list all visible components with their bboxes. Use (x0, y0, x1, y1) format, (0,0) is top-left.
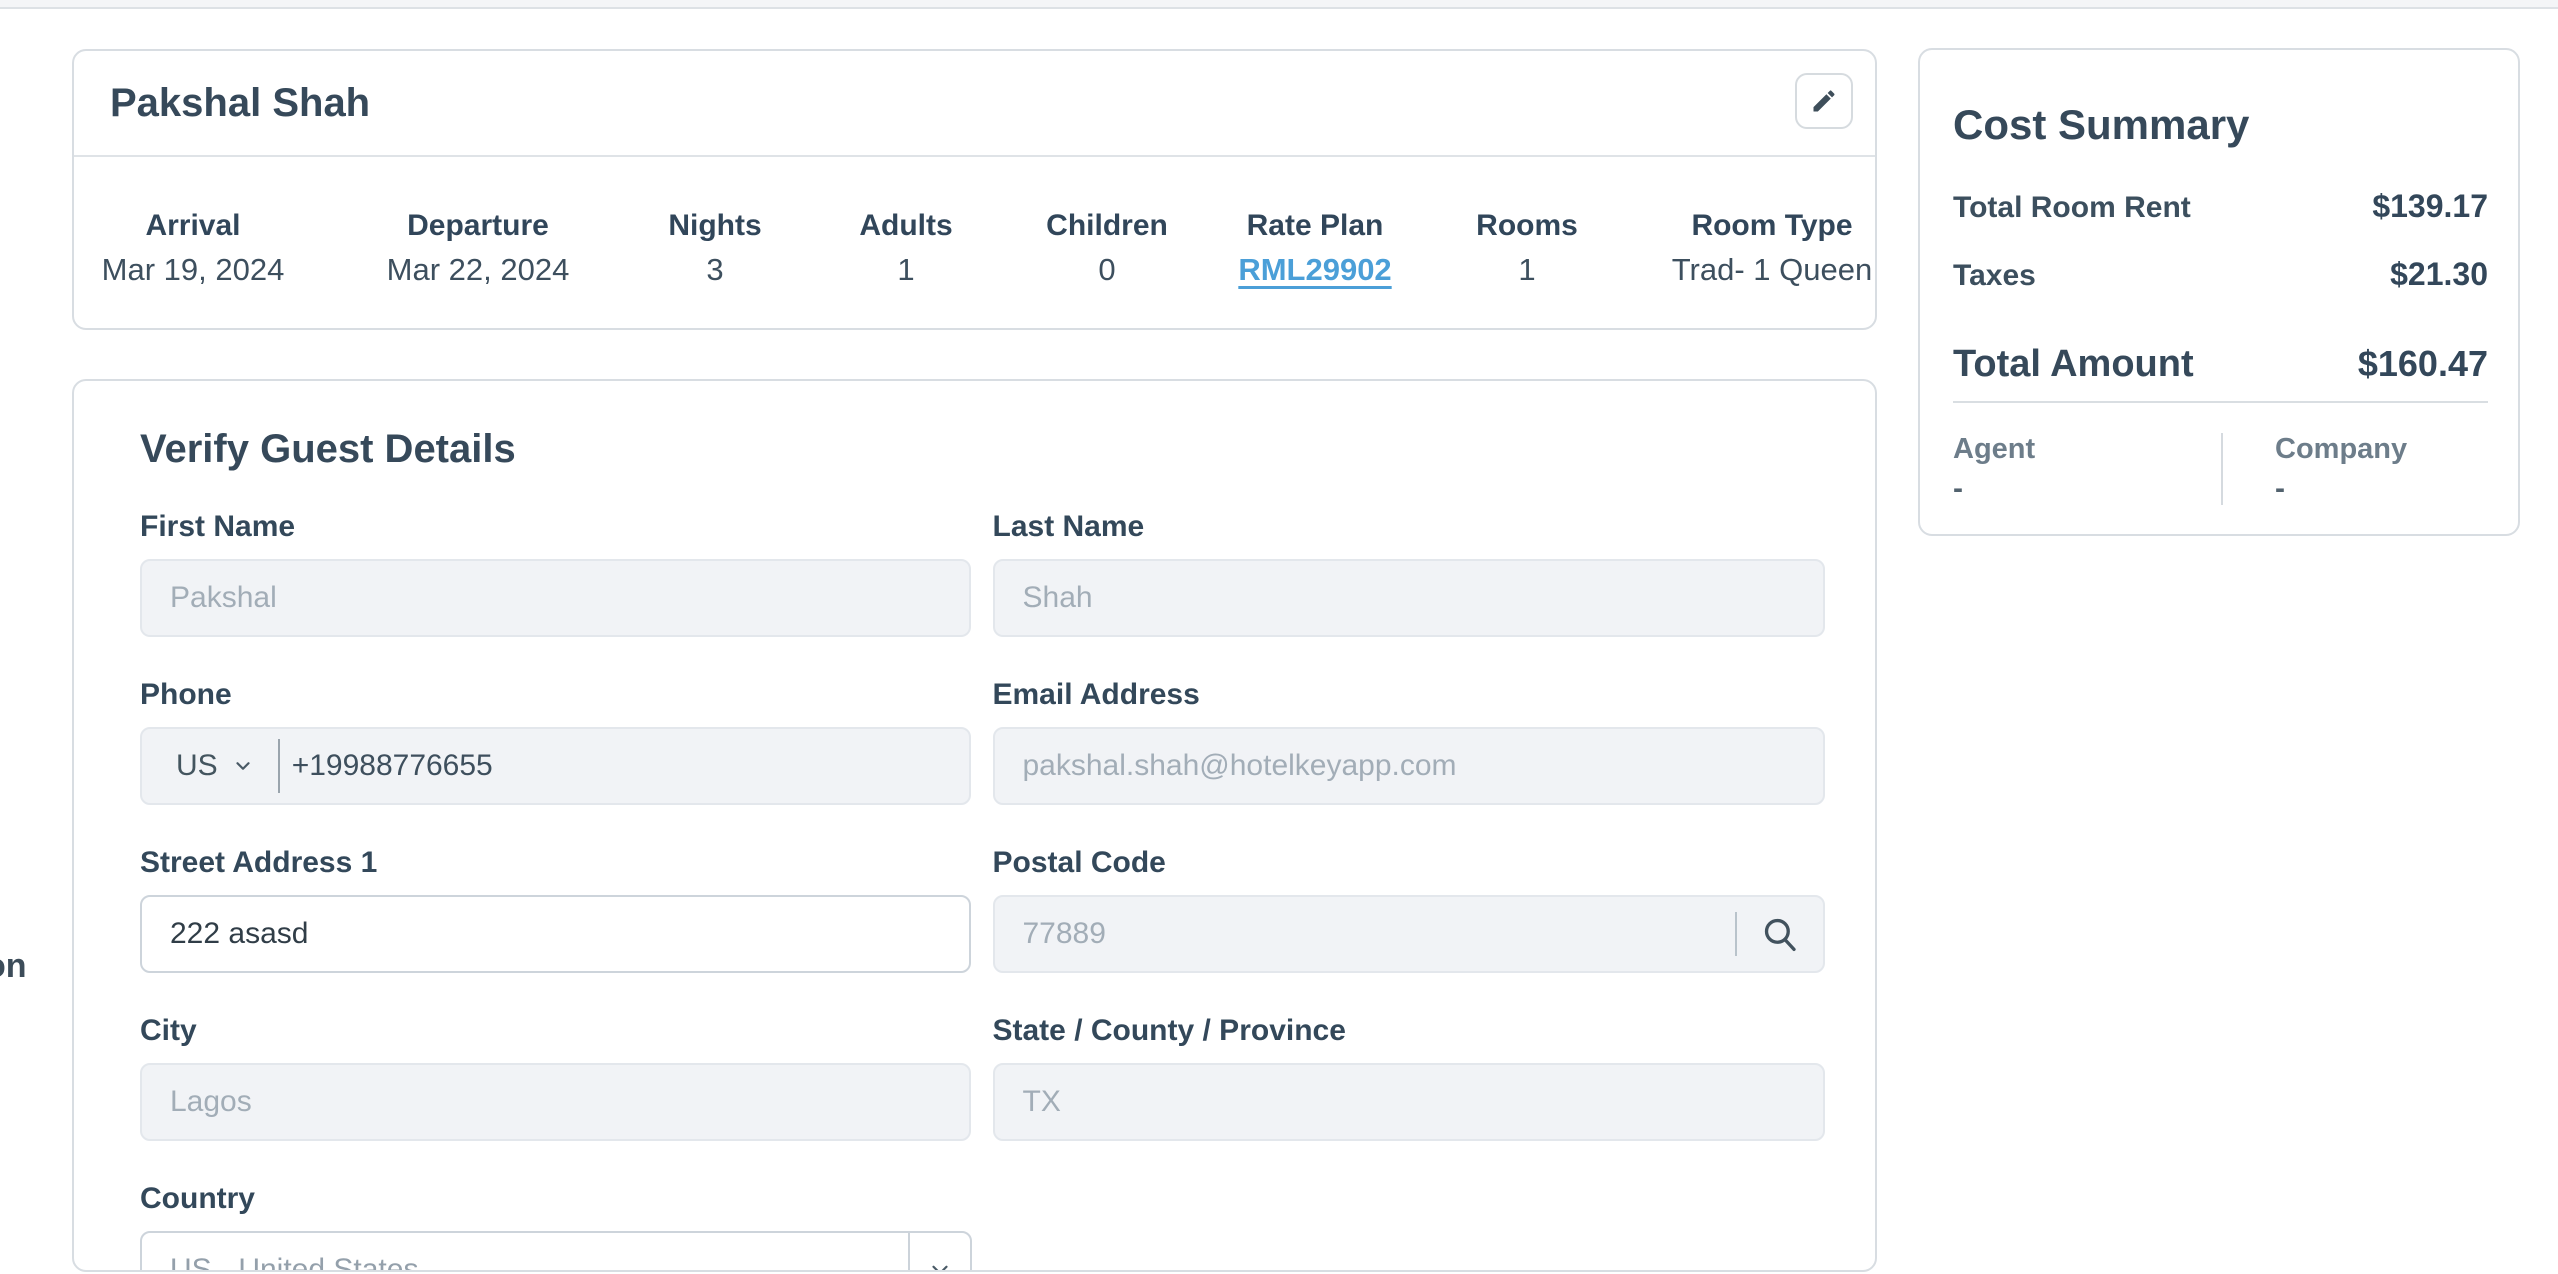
cost-label: Taxes (1953, 259, 2036, 292)
state-group: State / County / Province (992, 1013, 1825, 1141)
stat-label: Rate Plan (1246, 209, 1384, 242)
country-code-value[interactable]: US (176, 749, 218, 782)
email-label: Email Address (992, 678, 1200, 711)
stat-children: Children 0 (1046, 207, 1168, 289)
edit-reservation-button[interactable] (1795, 73, 1853, 129)
form-row-name: First Name Last Name (140, 509, 1825, 637)
pencil-icon (1810, 87, 1838, 115)
stat-label: Arrival (145, 209, 241, 242)
stat-label: Nights (668, 209, 762, 242)
stat-label: Adults (859, 209, 953, 242)
stat-departure: Departure Mar 22, 2024 (387, 207, 570, 289)
stat-value: 1 (897, 252, 915, 287)
cost-row-taxes: Taxes $21.30 (1953, 256, 2488, 294)
last-name-label: Last Name (992, 510, 1145, 543)
phone-label: Phone (140, 678, 232, 711)
state-label: State / County / Province (992, 1014, 1346, 1047)
state-field[interactable] (992, 1063, 1825, 1141)
guest-summary-card: Pakshal Shah Arrival Mar 19, 2024 Depart… (72, 49, 1877, 330)
agent-label: Agent (1953, 433, 2036, 465)
phone-field: US (140, 727, 971, 805)
chevron-down-icon[interactable] (232, 755, 254, 777)
search-icon (1759, 913, 1801, 955)
stat-label: Departure (407, 209, 549, 242)
cost-row-room-rent: Total Room Rent $139.17 (1953, 188, 2488, 226)
cost-summary-title: Cost Summary (1953, 101, 2250, 148)
cost-label: Total Room Rent (1953, 191, 2191, 224)
stat-nights: Nights 3 (668, 207, 761, 289)
street-address-label: Street Address 1 (140, 846, 378, 879)
first-name-field[interactable] (140, 559, 971, 637)
stat-label: Rooms (1476, 209, 1578, 242)
first-name-group: First Name (140, 509, 971, 637)
country-label: Country (140, 1182, 255, 1215)
postal-search-button[interactable] (1737, 897, 1823, 971)
chevron-down-icon (927, 1257, 953, 1270)
company-value: - (2275, 472, 2285, 505)
guest-name: Pakshal Shah (110, 80, 371, 125)
email-group: Email Address (992, 677, 1825, 805)
city-group: City (140, 1013, 971, 1141)
stat-label: Children (1046, 209, 1168, 242)
country-group: Country US - United States (140, 1181, 972, 1272)
cost-value: $21.30 (2390, 256, 2488, 292)
agent-company-row: Agent - Company - (1953, 431, 2488, 507)
form-row-contact: Phone US Email Address (140, 677, 1825, 805)
clipped-top-bar (0, 0, 2558, 9)
cost-divider (1953, 401, 2488, 403)
country-select[interactable]: US - United States (140, 1231, 972, 1272)
cost-row-total: Total Amount $160.47 (1953, 342, 2488, 386)
verify-guest-details-title: Verify Guest Details (140, 427, 516, 471)
postal-code-group: Postal Code (992, 845, 1825, 973)
guest-card-header: Pakshal Shah (74, 51, 1875, 157)
city-label: City (140, 1014, 197, 1047)
total-value: $160.47 (2357, 343, 2488, 384)
rate-plan-link[interactable]: RML29902 (1238, 252, 1392, 287)
stat-value: Mar 19, 2024 (101, 252, 285, 287)
first-name-label: First Name (140, 510, 296, 543)
stat-rooms: Rooms 1 (1476, 207, 1578, 289)
stat-value: 0 (1098, 252, 1116, 287)
agent-block: Agent - (1953, 431, 2221, 507)
stat-value: Trad- 1 Queen (1671, 252, 1873, 287)
reservation-stats-row: Arrival Mar 19, 2024 Departure Mar 22, 2… (74, 157, 1875, 328)
form-row-city-state: City State / County / Province (140, 1013, 1825, 1141)
country-selected-value: US - United States (170, 1253, 419, 1272)
postal-code-field (992, 895, 1825, 973)
stat-label: Room Type (1691, 209, 1853, 242)
postal-code-label: Postal Code (992, 846, 1166, 879)
cost-value: $139.17 (2372, 188, 2488, 224)
street-group: Street Address 1 (140, 845, 971, 973)
last-name-group: Last Name (992, 509, 1825, 637)
postal-divider (1735, 912, 1737, 956)
company-block: Company - (2223, 431, 2407, 507)
phone-divider (277, 739, 280, 793)
verify-guest-details-card: Verify Guest Details First Name Last Nam… (72, 379, 1877, 1272)
vertical-divider (2221, 433, 2223, 505)
stat-room-type: Room Type Trad- 1 Queen (1672, 207, 1872, 289)
agent-value: - (1953, 472, 1963, 505)
form-row-address: Street Address 1 Postal Code (140, 845, 1825, 973)
stat-adults: Adults 1 (859, 207, 952, 289)
stat-value: Mar 22, 2024 (386, 252, 570, 287)
email-field[interactable] (992, 727, 1825, 805)
city-field[interactable] (140, 1063, 971, 1141)
postal-code-input[interactable] (994, 899, 1735, 969)
clipped-edge-text: on (0, 947, 27, 985)
total-label: Total Amount (1953, 343, 2194, 385)
stat-value: 1 (1518, 252, 1536, 287)
phone-group: Phone US (140, 677, 971, 805)
country-select-toggle[interactable] (908, 1233, 970, 1270)
street-address-field[interactable] (140, 895, 971, 973)
cost-summary-card: Cost Summary Total Room Rent $139.17 Tax… (1918, 48, 2520, 536)
last-name-field[interactable] (992, 559, 1825, 637)
form-row-country: Country US - United States (140, 1181, 1825, 1272)
phone-number-input[interactable] (279, 731, 969, 801)
company-label: Company (2275, 433, 2408, 465)
stat-value: 3 (706, 252, 724, 287)
stat-rate-plan: Rate Plan RML29902 (1238, 207, 1391, 289)
stat-arrival: Arrival Mar 19, 2024 (102, 207, 285, 289)
